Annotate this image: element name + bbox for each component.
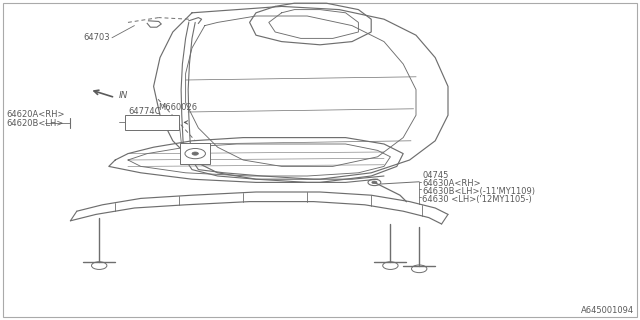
Bar (125, 115, 179, 130)
Text: 04745: 04745 (422, 171, 449, 180)
Text: M660026: M660026 (158, 103, 197, 112)
Text: 64630 <LH>('12MY1105-): 64630 <LH>('12MY1105-) (422, 195, 532, 204)
FancyBboxPatch shape (180, 143, 210, 164)
Text: A645001094: A645001094 (580, 306, 634, 315)
Text: 64620B<LH>: 64620B<LH> (6, 119, 64, 128)
Text: 64630B<LH>(-11'MY1109): 64630B<LH>(-11'MY1109) (422, 187, 536, 196)
Circle shape (192, 152, 198, 155)
Text: 64620A<RH>: 64620A<RH> (6, 110, 65, 119)
Circle shape (372, 181, 377, 184)
Text: 64630A<RH>: 64630A<RH> (422, 179, 481, 188)
Text: IN: IN (118, 92, 128, 100)
Text: 64703: 64703 (83, 33, 110, 42)
Text: 64774C: 64774C (128, 108, 161, 116)
